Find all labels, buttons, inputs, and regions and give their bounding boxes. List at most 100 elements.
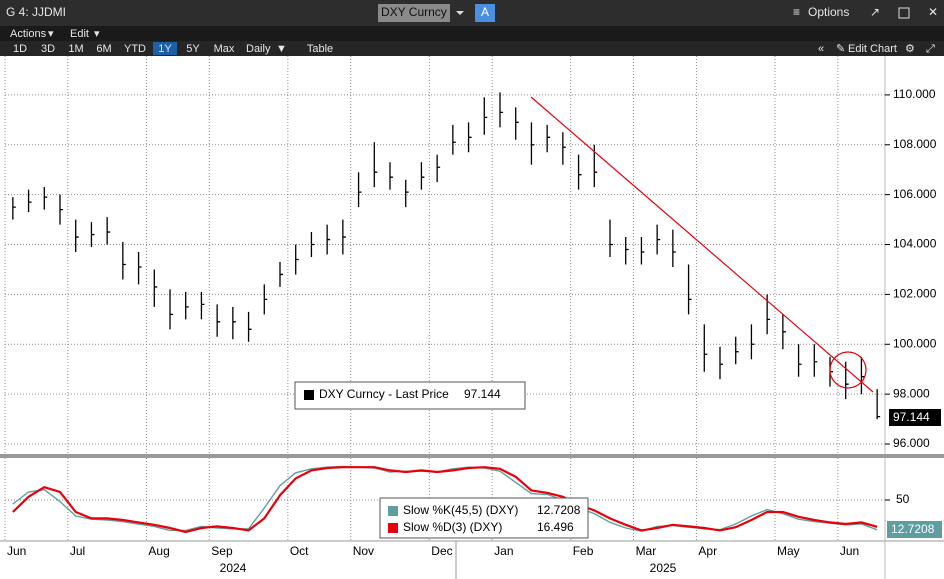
- options-icon[interactable]: ≡: [793, 5, 800, 19]
- edit-icon[interactable]: ✎: [836, 43, 845, 55]
- k-badge: [887, 521, 942, 538]
- last-price-badge: [889, 409, 941, 426]
- popout-icon[interactable]: ↗: [870, 5, 880, 19]
- legend-value: 97.144: [464, 387, 501, 401]
- ohlc-bar: [483, 97, 488, 135]
- y-tick-label: 102.000: [893, 287, 937, 301]
- ohlc-bar: [169, 289, 173, 330]
- ohlc-bar: [420, 162, 425, 190]
- range-button[interactable]: 1D: [13, 43, 27, 55]
- ohlc-bar: [562, 132, 566, 165]
- x-tick-label: Jun: [840, 544, 859, 558]
- y-tick-label: 108.000: [893, 137, 937, 151]
- ohlc-bar: [90, 222, 95, 248]
- ohlc-bar: [137, 252, 142, 285]
- y-tick-label: 106.000: [893, 187, 937, 201]
- security-button[interactable]: [475, 4, 495, 22]
- ohlc-bar: [310, 232, 315, 257]
- x-tick-label: Nov: [353, 544, 374, 558]
- ohlc-bar: [247, 311, 252, 342]
- ohlc-bar: [436, 154, 441, 183]
- x-tick-label: Sep: [211, 544, 233, 558]
- range-button[interactable]: YTD: [124, 43, 146, 55]
- y-tick-label: 100.000: [893, 336, 937, 350]
- legend-swatch: [388, 506, 398, 516]
- ohlc-bar: [106, 217, 111, 245]
- trend-line[interactable]: [530, 96, 874, 393]
- y-tick-label: 98.000: [893, 386, 930, 400]
- ohlc-bar: [530, 122, 535, 165]
- ohlc-bar: [656, 224, 661, 255]
- ohlc-bar: [326, 224, 331, 255]
- settings-icon[interactable]: ⚙: [905, 43, 915, 55]
- ohlc-bar: [452, 124, 456, 155]
- ohlc-bar: [703, 324, 708, 372]
- ohlc-bar: [515, 107, 519, 140]
- menu-arrow[interactable]: ▾: [94, 28, 100, 40]
- ohlc-bar: [357, 172, 362, 208]
- y-tick-label: 104.000: [893, 237, 937, 251]
- options[interactable]: Options: [808, 5, 849, 19]
- range-button[interactable]: 6M: [96, 43, 111, 55]
- ohlc-bar: [797, 344, 802, 377]
- annotation-circle[interactable]: [829, 351, 867, 389]
- security-button-text[interactable]: A: [481, 5, 489, 19]
- dropdown-icon[interactable]: [456, 11, 464, 15]
- x-tick-label: Aug: [148, 544, 169, 558]
- ohlc-bar: [876, 389, 881, 420]
- range-button[interactable]: 5Y: [186, 43, 200, 55]
- stoch-legend: Slow %K(45,5) (DXY) 12.7208 Slow %D(3) (…: [379, 497, 589, 539]
- window-title: G 4: JJDMI: [6, 5, 66, 19]
- frequency[interactable]: Daily: [246, 43, 271, 55]
- menu[interactable]: Edit: [70, 28, 89, 40]
- menu[interactable]: Actions: [10, 28, 47, 40]
- ohlc-bar: [672, 229, 676, 267]
- x-tick-label: Jul: [70, 544, 85, 558]
- ohlc-bar: [59, 194, 63, 225]
- ohlc-bar: [735, 336, 739, 365]
- x-tick-label: Jun: [7, 544, 26, 558]
- collapse-icon[interactable]: «: [818, 43, 824, 55]
- price-legend: DXY Curncy - Last Price 97.144: [294, 381, 526, 410]
- menu-arrow[interactable]: ▾: [48, 28, 54, 40]
- ohlc-bar: [27, 189, 32, 213]
- ohlc-bar: [687, 264, 692, 315]
- ohlc-bar: [153, 269, 158, 307]
- range-button[interactable]: 1Y: [158, 43, 172, 55]
- range-bar: [0, 41, 944, 56]
- ohlc-bar: [185, 291, 189, 320]
- title-bar: [0, 0, 944, 26]
- ohlc-bar: [577, 154, 582, 190]
- security-text[interactable]: DXY Curncy: [381, 5, 447, 19]
- security-field[interactable]: [378, 4, 450, 22]
- edit-chart[interactable]: Edit Chart: [848, 43, 897, 55]
- range-active[interactable]: [153, 42, 177, 55]
- ohlc-bar: [295, 244, 299, 275]
- range-button[interactable]: Max: [214, 43, 235, 55]
- ohlc-bar: [216, 304, 221, 337]
- range-button[interactable]: 1M: [68, 43, 83, 55]
- range-button[interactable]: 3D: [41, 43, 55, 55]
- ohlc-bar: [342, 219, 346, 255]
- x-tick-label: Feb: [573, 544, 594, 558]
- k-badge-label: 12.7208: [891, 522, 935, 536]
- ohlc-bar: [12, 197, 16, 220]
- maximize-icon[interactable]: [898, 7, 910, 19]
- ohlc-bar: [75, 219, 79, 253]
- year-label: 2024: [220, 561, 247, 575]
- legend-value: 12.7208: [537, 503, 581, 517]
- year-label: 2025: [650, 561, 677, 575]
- close-icon[interactable]: ✕: [928, 5, 938, 19]
- legend-value: 16.496: [537, 520, 574, 534]
- expand-icon[interactable]: ⤢: [926, 43, 935, 55]
- legend-label: DXY Curncy - Last Price: [319, 387, 449, 401]
- ohlc-bar: [373, 142, 378, 188]
- y-tick-label: 96.000: [893, 436, 930, 450]
- table-button[interactable]: Table: [307, 43, 333, 55]
- ohlc-bar: [389, 162, 393, 190]
- y-tick-label: 110.000: [893, 87, 936, 101]
- x-tick-label: Dec: [431, 544, 452, 558]
- frequency-arrow[interactable]: ▼: [276, 43, 287, 55]
